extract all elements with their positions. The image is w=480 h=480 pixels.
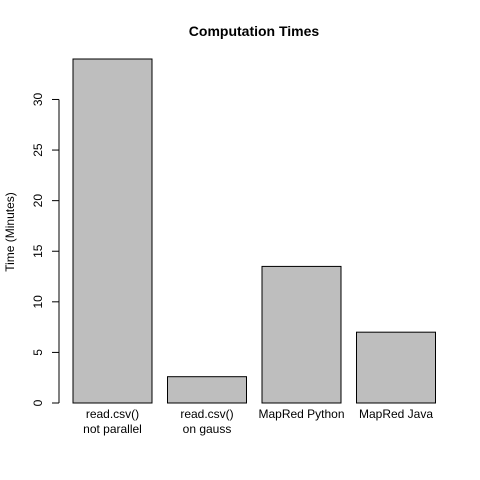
bar (261, 265, 342, 404)
y-tick-label: 20 (31, 194, 45, 208)
y-axis-label: Time (Minutes) (3, 192, 17, 272)
y-tick-label: 30 (31, 92, 45, 106)
x-tick-label: read.csv() not parallel (83, 407, 142, 436)
chart-title: Computation Times (189, 23, 320, 39)
plot-area: 0 5 10 15 20 25 30 read.csv() not parallel read.c… (31, 58, 436, 436)
y-tick-label: 0 (31, 399, 45, 406)
y-tick-label: 10 (31, 295, 45, 309)
bar (356, 331, 436, 404)
y-tick-label: 5 (31, 349, 45, 356)
x-tick-label: MapRed Java (359, 407, 433, 421)
bar (167, 376, 247, 404)
y-tick-label: 25 (31, 143, 45, 157)
y-tick-label: 15 (31, 244, 45, 258)
bar (72, 58, 153, 404)
x-tick-label: MapRed Python (258, 407, 344, 421)
x-tick-label: read.csv() on gauss (180, 407, 233, 436)
